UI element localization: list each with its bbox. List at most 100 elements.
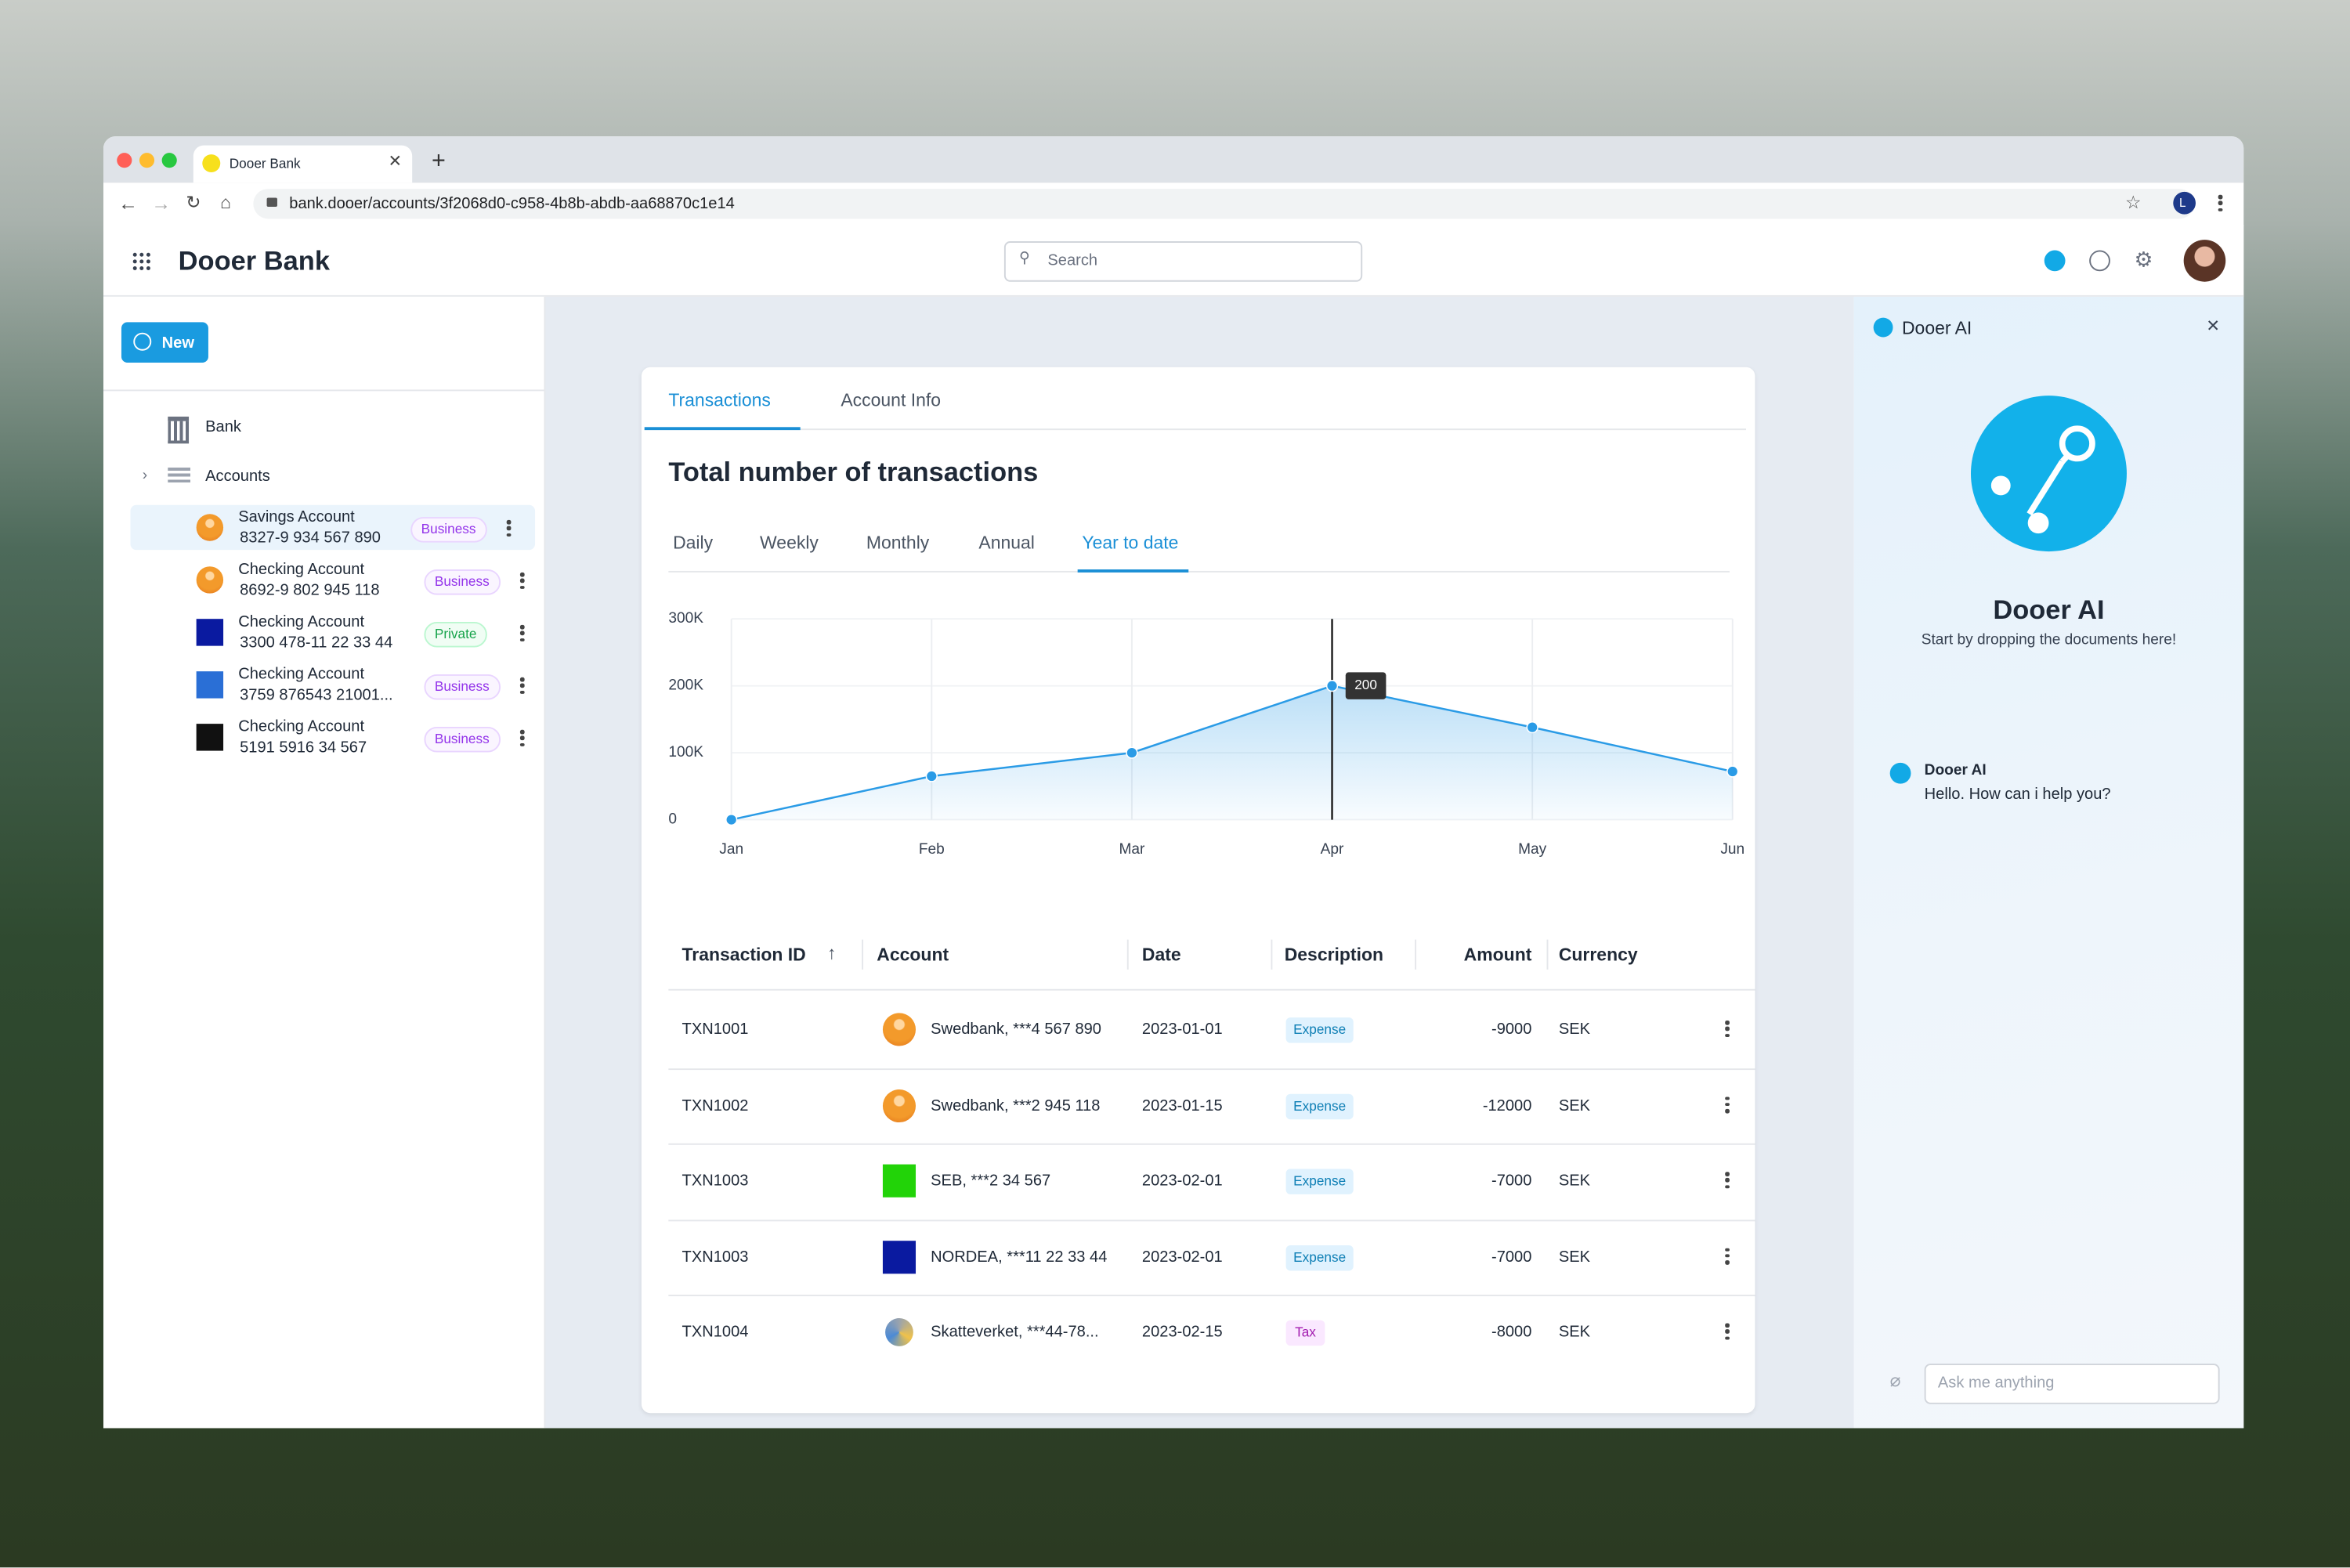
reload-button[interactable]: ↻ — [186, 191, 201, 213]
point — [1526, 721, 1538, 734]
traffic-light-red[interactable] — [117, 153, 132, 168]
chart-title: Total number of transactions — [668, 457, 1039, 487]
bank-icon — [168, 416, 190, 444]
chart: 0 100K 200K 300K Jan Feb Mar Apr May Jun 200 — [668, 610, 1744, 858]
column-header[interactable]: Amount — [1463, 944, 1532, 966]
account-name[interactable]: Checking Account — [238, 717, 365, 736]
x-tick-label: Mar — [1119, 841, 1145, 858]
sort-arrow[interactable]: ↑ — [827, 942, 837, 964]
ai-input-placeholder: Ask me anything — [1937, 1374, 2055, 1393]
attach-button[interactable]: ⌀ — [1889, 1369, 1901, 1391]
ai-message-sender: Dooer AI — [1924, 762, 1987, 779]
cell-amount: -7000 — [1491, 1247, 1532, 1266]
bank-logo — [882, 1240, 916, 1274]
account-name[interactable]: Checking Account — [238, 665, 365, 684]
settings-icon[interactable]: ⚙ — [2134, 247, 2153, 272]
back-button[interactable]: ← — [118, 191, 139, 215]
nav-bank[interactable]: Bank — [205, 417, 241, 436]
apps-grid-icon[interactable] — [132, 251, 151, 271]
accounts-chevron[interactable]: › — [142, 467, 148, 484]
cell-account: Skatteverket, ***44-78... — [931, 1323, 1099, 1342]
omnibox[interactable] — [253, 189, 2195, 219]
tab-bar — [103, 136, 2244, 183]
tab-account-info[interactable]: Account Info — [841, 389, 942, 411]
new-button-icon — [133, 332, 152, 351]
sidebar-divider — [103, 389, 544, 392]
period-tab[interactable]: Weekly — [760, 532, 819, 554]
new-tab[interactable]: + — [432, 148, 446, 174]
user-avatar[interactable] — [2183, 240, 2226, 282]
cell-id: TXN1004 — [682, 1323, 749, 1342]
tooltip — [1345, 672, 1386, 699]
account-number: 3300 478-11 22 33 44 — [240, 634, 393, 652]
bank-logo — [885, 1318, 913, 1346]
column-header[interactable]: Transaction ID — [682, 944, 806, 966]
period-tab[interactable]: Year to date — [1082, 532, 1179, 554]
account-tag: Private — [424, 622, 487, 648]
account-name[interactable]: Savings Account — [238, 508, 355, 526]
cell-date: 2023-01-01 — [1141, 1020, 1223, 1039]
cell-date: 2023-02-01 — [1141, 1172, 1223, 1190]
cell-amount: -8000 — [1491, 1323, 1532, 1342]
tab-close[interactable]: ✕ — [388, 153, 403, 172]
account-menu[interactable] — [519, 572, 525, 592]
account-menu[interactable] — [519, 677, 525, 697]
bookmark-star[interactable]: ☆ — [2125, 191, 2142, 213]
row-menu[interactable] — [1725, 1323, 1730, 1342]
search-box[interactable] — [1003, 241, 1363, 282]
ai-icon[interactable] — [2044, 250, 2066, 272]
accounts-icon — [168, 467, 190, 486]
column-header[interactable]: Description — [1284, 944, 1384, 966]
account-tag: Business — [424, 726, 501, 753]
tab-title: Dooer Bank — [229, 155, 301, 172]
tab-transactions[interactable]: Transactions — [668, 389, 771, 411]
account-menu[interactable] — [519, 624, 525, 645]
period-tab[interactable]: Daily — [673, 532, 714, 554]
account-name[interactable]: Checking Account — [238, 612, 365, 631]
account-tag: Business — [424, 674, 501, 700]
cell-id: TXN1003 — [682, 1172, 749, 1190]
row-menu[interactable] — [1725, 1096, 1730, 1116]
home-button[interactable]: ⌂ — [220, 191, 232, 213]
browser-tab[interactable] — [193, 145, 413, 183]
cell-date: 2023-02-15 — [1141, 1323, 1223, 1342]
column-header[interactable]: Account — [877, 944, 949, 966]
cell-currency: SEK — [1558, 1020, 1591, 1039]
x-tick-label: Jan — [719, 841, 743, 858]
tooltip-label: 200 — [1354, 677, 1377, 692]
row-menu[interactable] — [1725, 1247, 1730, 1267]
forward-button[interactable]: → — [151, 191, 172, 215]
ai-subtitle: Start by dropping the documents here! — [1921, 632, 2177, 649]
account-menu[interactable] — [519, 729, 525, 750]
row-menu[interactable] — [1725, 1020, 1730, 1040]
row-divider — [668, 1068, 1755, 1070]
bank-logo — [196, 671, 224, 699]
ai-input[interactable] — [1924, 1364, 2220, 1404]
column-header[interactable]: Currency — [1558, 944, 1638, 966]
cell-account: Swedbank, ***2 945 118 — [931, 1096, 1101, 1115]
account-menu[interactable] — [506, 519, 512, 540]
y-tick-label: 200K — [668, 677, 703, 694]
row-menu[interactable] — [1725, 1172, 1730, 1191]
cell-amount: -12000 — [1482, 1096, 1532, 1115]
account-name[interactable]: Checking Account — [238, 560, 365, 579]
help-icon[interactable] — [2089, 250, 2110, 272]
ai-message-text: Hello. How can i help you? — [1924, 785, 2111, 804]
period-tab[interactable]: Annual — [978, 532, 1035, 554]
content-card — [641, 367, 1755, 1414]
column-header[interactable]: Date — [1141, 944, 1181, 966]
cell-account: NORDEA, ***11 22 33 44 — [931, 1247, 1108, 1266]
account-number: 8327-9 934 567 890 — [240, 529, 381, 547]
nav-accounts[interactable]: Accounts — [205, 467, 270, 486]
ai-close[interactable]: ✕ — [2206, 317, 2221, 336]
bank-logo — [196, 724, 224, 751]
traffic-light-yellow[interactable] — [139, 153, 155, 168]
profile-button[interactable] — [2173, 191, 2196, 215]
lock-icon — [266, 197, 277, 208]
browser-menu[interactable] — [2218, 194, 2223, 215]
cell-description: Tax — [1285, 1320, 1325, 1346]
traffic-light-green[interactable] — [161, 153, 177, 168]
active-tab-underline — [644, 427, 801, 431]
profile-initial: L — [2178, 196, 2186, 210]
period-tab[interactable]: Monthly — [866, 532, 930, 554]
